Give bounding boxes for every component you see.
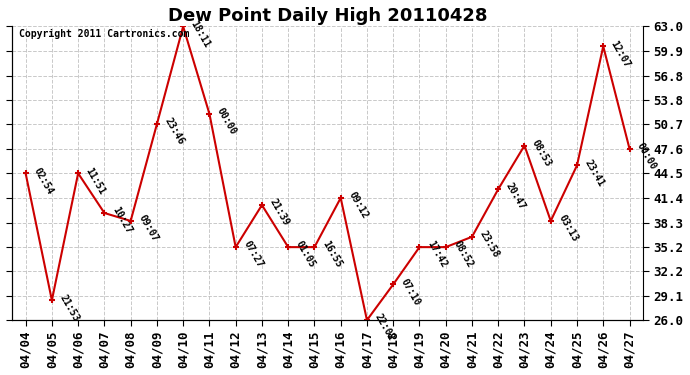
Text: 08:52: 08:52	[451, 239, 475, 270]
Text: 20:47: 20:47	[504, 182, 527, 212]
Text: 07:10: 07:10	[399, 277, 422, 307]
Text: 03:13: 03:13	[556, 213, 580, 244]
Text: 17:42: 17:42	[425, 239, 449, 270]
Text: Copyright 2011 Cartronics.com: Copyright 2011 Cartronics.com	[19, 29, 189, 39]
Text: 01:05: 01:05	[294, 239, 317, 270]
Text: 11:51: 11:51	[83, 165, 107, 196]
Text: 09:07: 09:07	[136, 213, 159, 244]
Text: 21:53: 21:53	[57, 292, 81, 323]
Text: 16:55: 16:55	[320, 239, 344, 270]
Text: 09:12: 09:12	[346, 190, 370, 220]
Text: 23:41: 23:41	[582, 158, 606, 188]
Text: 21:39: 21:39	[268, 197, 290, 228]
Text: 07:27: 07:27	[241, 239, 264, 270]
Title: Dew Point Daily High 20110428: Dew Point Daily High 20110428	[168, 7, 487, 25]
Text: 23:46: 23:46	[162, 116, 186, 147]
Text: 00:00: 00:00	[215, 106, 238, 136]
Text: 22:02: 22:02	[373, 312, 396, 343]
Text: 18:11: 18:11	[189, 19, 212, 49]
Text: 08:53: 08:53	[530, 138, 553, 168]
Text: 12:07: 12:07	[609, 39, 632, 69]
Text: 23:58: 23:58	[477, 229, 501, 260]
Text: 10:27: 10:27	[110, 205, 133, 236]
Text: 02:54: 02:54	[31, 165, 55, 196]
Text: 00:00: 00:00	[635, 141, 658, 171]
